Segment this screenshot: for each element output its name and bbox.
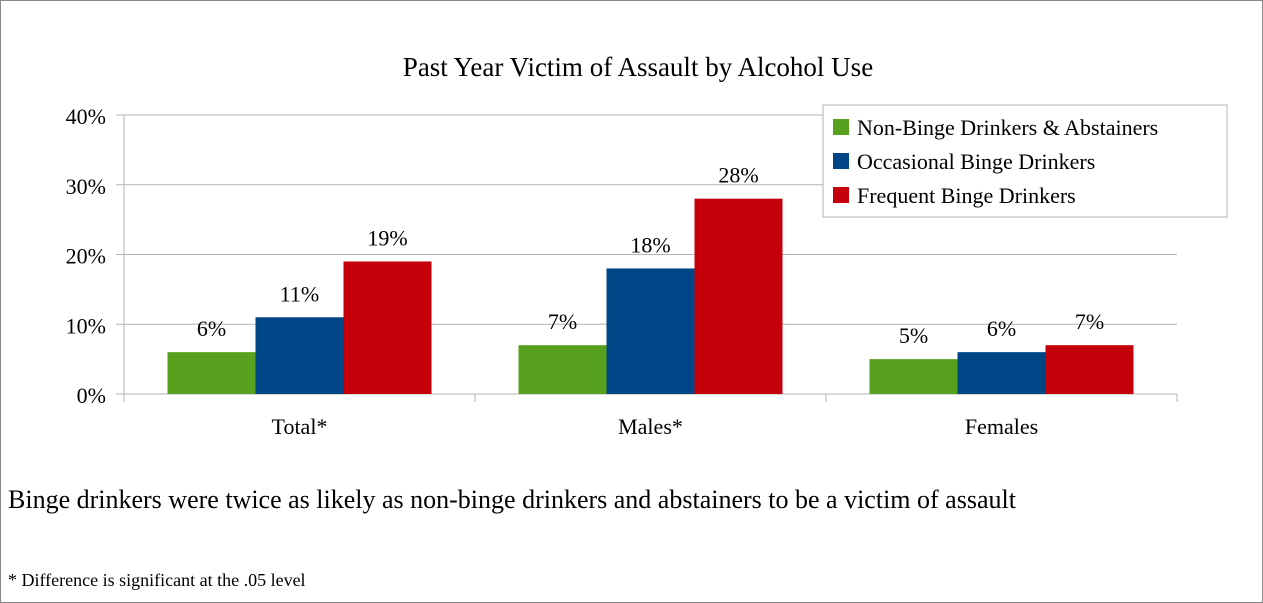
y-tick-label: 40% — [66, 104, 106, 129]
data-label: 28% — [718, 163, 758, 188]
y-tick-label: 20% — [66, 244, 106, 269]
data-label: 6% — [197, 316, 226, 341]
data-label: 19% — [367, 225, 407, 250]
data-label: 18% — [630, 232, 670, 257]
chart-title: Past Year Victim of Assault by Alcohol U… — [403, 52, 873, 82]
legend-swatch — [833, 187, 849, 203]
data-label: 6% — [987, 316, 1016, 341]
x-tick-label: Males* — [618, 414, 683, 439]
data-label: 5% — [899, 323, 928, 348]
footnote: * Difference is significant at the .05 l… — [8, 570, 306, 590]
x-tick-label: Females — [965, 414, 1038, 439]
bar — [694, 198, 783, 394]
data-label: 11% — [280, 281, 320, 306]
legend-label: Occasional Binge Drinkers — [857, 149, 1095, 174]
bar — [343, 261, 432, 394]
legend: Non-Binge Drinkers & Abstainers Occasiona… — [822, 104, 1228, 218]
data-label: 7% — [1075, 309, 1104, 334]
bar — [167, 352, 256, 394]
legend-swatch — [833, 119, 849, 135]
bar — [1045, 345, 1134, 394]
data-label: 7% — [548, 309, 577, 334]
y-tick-label: 30% — [66, 174, 106, 199]
data-labels: 6% 11% 19% 7% 18% 28% 5% 6% 7% — [197, 163, 1104, 348]
bar — [606, 268, 695, 394]
bar — [957, 352, 1046, 394]
legend-box — [822, 104, 1228, 218]
bar — [869, 359, 958, 394]
bar-chart: Past Year Victim of Assault by Alcohol U… — [66, 52, 1228, 439]
legend-label: Frequent Binge Drinkers — [857, 183, 1076, 208]
bar — [255, 317, 344, 394]
legend-label: Non-Binge Drinkers & Abstainers — [857, 115, 1158, 140]
bars — [167, 198, 1134, 394]
chart-caption: Binge drinkers were twice as likely as n… — [8, 485, 1016, 514]
bar — [518, 345, 607, 394]
y-tick-label: 10% — [66, 313, 106, 338]
y-tick-label: 0% — [77, 383, 106, 408]
x-tick-label: Total* — [272, 414, 328, 439]
legend-swatch — [833, 153, 849, 169]
